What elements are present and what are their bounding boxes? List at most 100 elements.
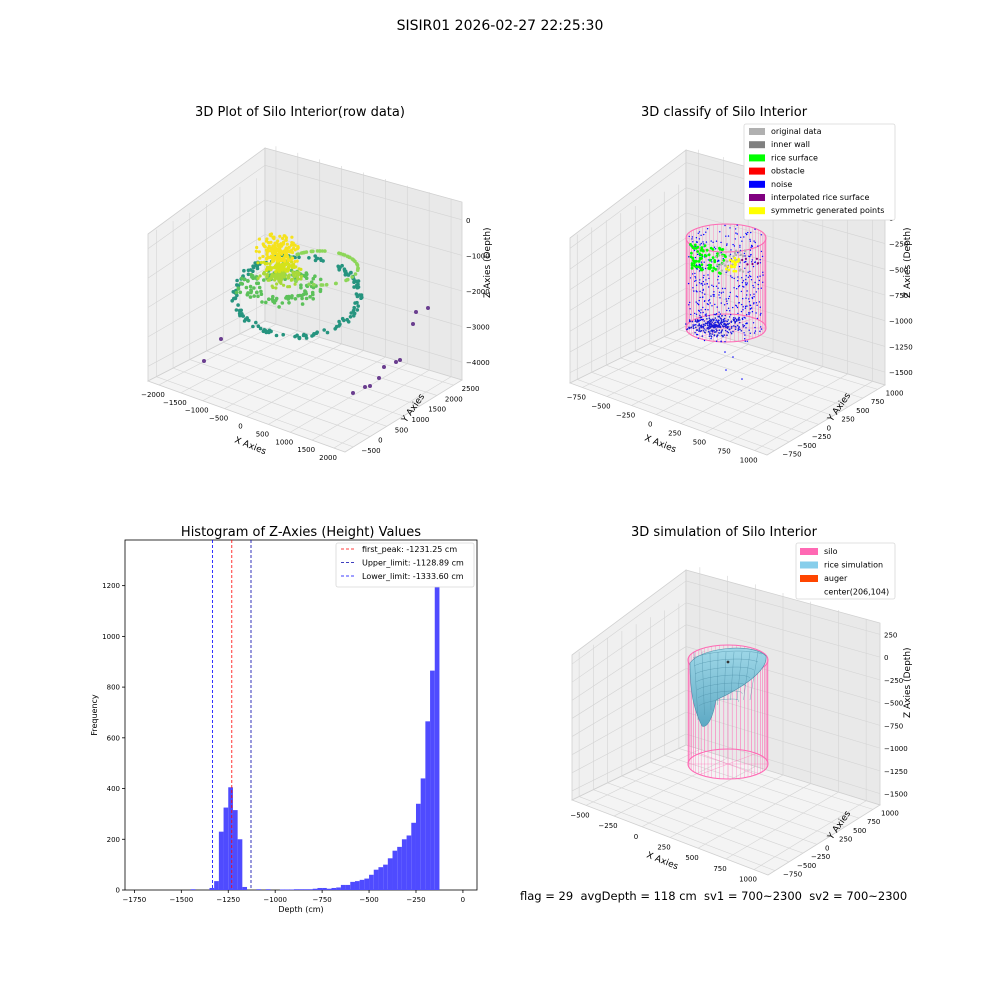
noise-point [711,261,713,263]
rice-surface-point [718,247,722,251]
scatter-point [352,314,356,318]
z-tick-label: −500 [884,700,903,708]
noise-point [728,316,731,318]
noise-point [700,242,702,245]
noise-point [730,331,732,333]
noise-point [713,329,715,332]
scatter-point [293,255,297,260]
noise-point [738,285,741,287]
noise-point [695,237,698,239]
noise-point [744,338,746,340]
scatter-point [368,384,372,388]
noise-point [720,302,722,304]
original-point [714,255,718,258]
noise-point [754,261,756,263]
noise-point [733,319,735,322]
rice-surface-point [721,248,725,251]
noise-point [710,325,712,328]
noise-point [745,323,747,325]
histogram-bar [415,803,421,890]
scatter-point [299,283,303,288]
noise-point [703,339,706,342]
scatter-point [292,265,296,269]
scatter-point [349,311,354,315]
noise-point [721,287,724,290]
rice-surface-point [707,253,711,257]
panel1-title: 3D Plot of Silo Interior(row data) [195,105,405,120]
legend-label: Upper_limit: -1128.89 cm [362,559,464,568]
original-point [720,269,723,272]
noise-point [694,277,697,279]
y-tick-label: −500 [797,442,816,450]
noise-point [736,233,738,235]
noise-point [702,277,705,279]
y-tick-label: 0 [825,844,829,852]
scatter-point [295,259,299,263]
scatter-point [253,261,257,265]
noise-point [735,232,737,234]
noise-point [694,331,696,334]
scatter-point [275,282,279,286]
scatter-point [360,295,364,300]
noise-point [708,335,711,338]
scatter-point [312,332,316,336]
noise-point [695,301,697,303]
x-tick-label: −250 [598,822,617,830]
scatter-point [356,279,361,283]
scatter-point [320,249,325,253]
noise-point [757,245,759,247]
noise-point [720,241,722,244]
noise-point [740,310,743,313]
rice-mesh-line [723,651,727,701]
scatter-point [264,300,268,305]
panel-raw-scatter: 3D Plot of Silo Interior(row data) −2000… [141,105,493,462]
scatter-point [268,262,272,266]
noise-point [720,321,722,324]
noise-point [712,318,714,321]
scatter-point [258,274,262,278]
noise-point [720,323,723,326]
noise-point [693,324,696,326]
panel1-axes-box [146,146,463,453]
noise-point [750,246,752,248]
scatter-point [285,248,289,252]
noise-point [745,278,747,281]
noise-point [759,306,761,308]
scatter-point [304,296,309,301]
noise-point [731,325,733,328]
z-tick-label: −1000 [884,745,908,753]
noise-point [753,293,755,295]
scatter-point [299,277,303,281]
noise-point [710,337,712,340]
noise-point [707,300,710,302]
scatter-point [271,285,275,290]
noise-point [710,318,712,321]
scatter-point [254,281,259,286]
histogram-bar [411,822,416,890]
scatter-point [265,251,269,255]
noise-point [749,270,751,273]
noise-point [759,262,762,264]
noise-point [715,240,718,242]
noise-point [702,280,704,283]
noise-point [730,314,732,316]
scatter-point [272,235,276,239]
histogram-bar [430,670,435,890]
noise-point [745,260,747,263]
scatter-point [355,262,359,266]
scatter-point [311,282,316,287]
scatter-point [353,301,357,305]
scatter-point [349,270,353,275]
legend-label: Lower_limit: -1333.60 cm [362,572,464,581]
noise-point [699,316,702,319]
scatter-point [269,234,273,238]
z-tick-label: −1500 [884,791,908,799]
noise-point [699,290,701,293]
scatter-point [259,292,264,297]
noise-point [755,302,758,304]
noise-point [749,240,752,242]
noise-point [743,252,746,255]
scatter-point [322,328,327,332]
scatter-point [270,272,274,276]
scatter-point [297,335,302,340]
